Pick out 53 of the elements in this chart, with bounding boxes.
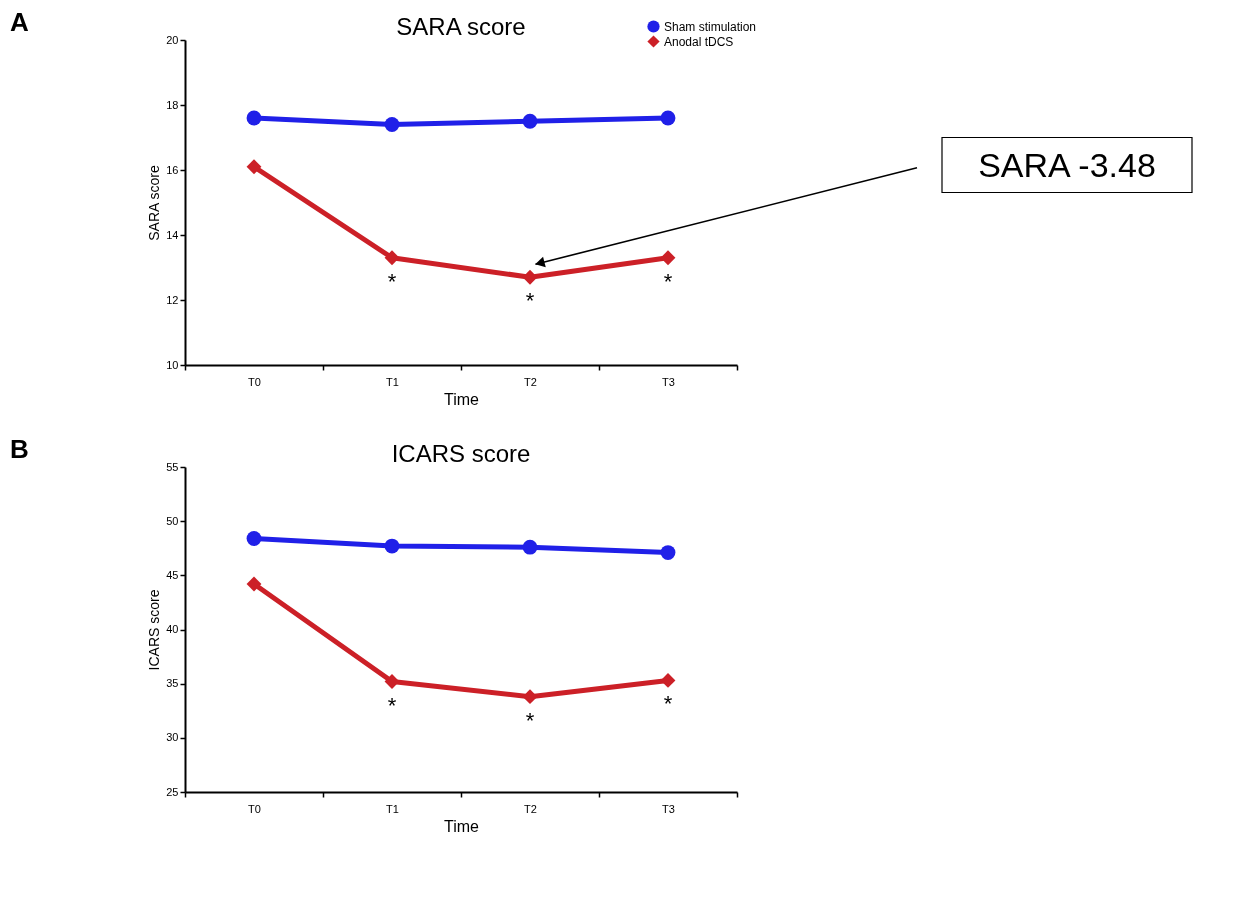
y-tick-label: 50 — [166, 514, 179, 527]
point — [522, 269, 538, 285]
y-tick-label: 12 — [166, 293, 179, 306]
annotation: * — [387, 692, 397, 718]
x-tick-label: T2 — [524, 802, 537, 815]
point — [246, 531, 262, 546]
y-tick-label: 30 — [166, 731, 179, 744]
x-tick-label: T3 — [662, 802, 675, 815]
point — [660, 110, 676, 126]
legend-label: Anodal tDCS — [664, 34, 734, 49]
y-tick-label: 55 — [166, 460, 179, 473]
point — [660, 673, 676, 688]
point — [660, 545, 676, 560]
x-tick-label: T0 — [248, 375, 261, 388]
point — [246, 576, 262, 592]
chart-title: SARA score — [396, 13, 526, 40]
annotation: * — [663, 268, 673, 294]
text: SARA -3.48 — [978, 146, 1156, 184]
annotation: * — [525, 707, 535, 733]
point — [522, 539, 538, 555]
y-tick-label: 25 — [166, 785, 179, 798]
x-axis-title: Time — [444, 817, 480, 835]
annotation: * — [387, 268, 397, 294]
point — [660, 250, 676, 266]
text: B — [10, 434, 29, 464]
x-tick-label: T1 — [386, 802, 399, 815]
y-tick-label: 45 — [166, 568, 179, 581]
y-axis-title: ICARS score — [146, 589, 163, 671]
point — [522, 689, 538, 705]
point — [384, 250, 400, 266]
x-tick-label: T3 — [662, 375, 675, 388]
point — [522, 113, 538, 129]
point — [246, 110, 262, 126]
point — [384, 117, 400, 132]
y-axis-title: SARA score — [146, 165, 163, 241]
y-tick-label: 10 — [166, 358, 179, 371]
x-tick-label: T1 — [386, 375, 399, 388]
y-tick-label: 16 — [166, 163, 179, 176]
annotation: * — [663, 691, 673, 717]
y-tick-label: 20 — [166, 33, 179, 46]
y-tick-label: 35 — [166, 677, 179, 690]
chart-title: ICARS score — [391, 440, 531, 467]
legend-label: Sham stimulation — [664, 19, 757, 34]
y-tick-label: 18 — [166, 98, 179, 111]
x-axis-title: Time — [444, 390, 480, 408]
x-tick-label: T0 — [248, 802, 261, 815]
y-tick-label: 40 — [166, 623, 179, 635]
x-tick-label: T2 — [524, 375, 537, 388]
text: A — [10, 7, 29, 37]
point — [384, 538, 400, 554]
point — [246, 159, 262, 175]
y-tick-label: 14 — [166, 228, 179, 241]
annotation: * — [525, 288, 535, 314]
